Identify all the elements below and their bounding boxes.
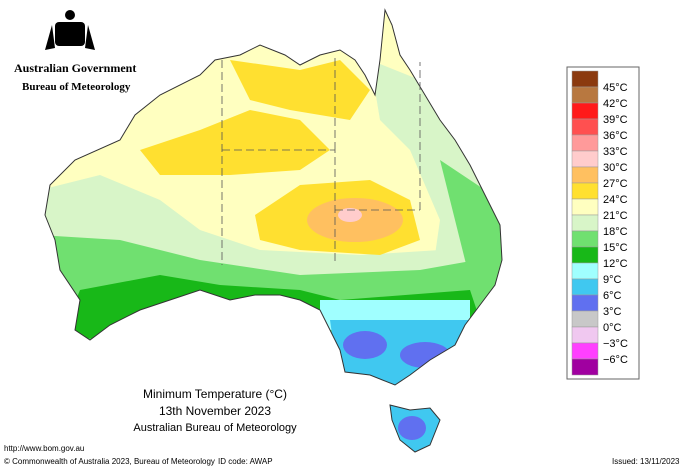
legend-swatch (571, 118, 599, 136)
map-date: 13th November 2023 (159, 404, 271, 418)
state-borders (221, 55, 421, 265)
legend-label: 36°C (603, 130, 628, 142)
footer-url: http://www.bom.gov.au (4, 444, 84, 453)
map-source: Australian Bureau of Meteorology (133, 422, 297, 434)
supporters (45, 25, 95, 50)
legend: 45°C 42°C 39°C 36°C 33°C 30°C 27°C 24°C 21°C 18°C… (571, 70, 628, 376)
legend-label: 15°C (603, 242, 628, 254)
legend-label: −3°C (603, 338, 628, 350)
footer-issued: Issued: 13/11/2023 (612, 457, 680, 466)
legend-swatch (571, 166, 599, 184)
legend-swatch (571, 102, 599, 120)
footer-copyright: © Commonwealth of Australia 2023, Bureau… (4, 457, 215, 466)
legend-label: 12°C (603, 258, 628, 270)
legend-label: 27°C (603, 178, 628, 190)
legend-label: 33°C (603, 146, 628, 158)
legend-swatch (571, 262, 599, 280)
legend-swatch (571, 134, 599, 152)
zone-24-north (140, 60, 370, 175)
legend-label: 18°C (603, 226, 628, 238)
legend-label: 3°C (603, 306, 622, 318)
legend-swatch (571, 86, 599, 104)
star (65, 10, 75, 20)
legend-swatch (571, 182, 599, 200)
legend-swatch (571, 326, 599, 344)
legend-swatch (571, 342, 599, 360)
map-title: Minimum Temperature (°C) (143, 387, 287, 401)
legend-swatch (571, 230, 599, 248)
legend-swatch (571, 246, 599, 264)
footer-id-code: ID code: AWAP (218, 457, 273, 466)
legend-label: 39°C (603, 114, 628, 126)
legend-swatch (571, 310, 599, 328)
legend-label: 30°C (603, 162, 628, 174)
legend-swatch (571, 294, 599, 312)
legend-swatch (571, 358, 599, 376)
zone-30 (338, 208, 362, 222)
legend-label: 24°C (603, 194, 628, 206)
coastline (44, 8, 503, 453)
shield (55, 22, 85, 46)
legend-swatch (571, 150, 599, 168)
legend-swatch (571, 214, 599, 232)
government-name: Australian Government (14, 61, 136, 75)
legend-label: 21°C (603, 210, 628, 222)
legend-label: −6°C (603, 354, 628, 366)
legend-label: 9°C (603, 274, 622, 286)
legend-swatch (571, 278, 599, 296)
emblem (45, 10, 95, 50)
legend-label: 42°C (603, 98, 628, 110)
zone-3-tas (398, 416, 426, 440)
legend-label: 0°C (603, 322, 622, 334)
legend-swatch (571, 198, 599, 216)
legend-label: 45°C (603, 82, 628, 94)
zone-3-west (343, 331, 387, 359)
agency-name: Bureau of Meteorology (22, 81, 131, 93)
legend-swatch (571, 70, 599, 88)
legend-label: 6°C (603, 290, 622, 302)
